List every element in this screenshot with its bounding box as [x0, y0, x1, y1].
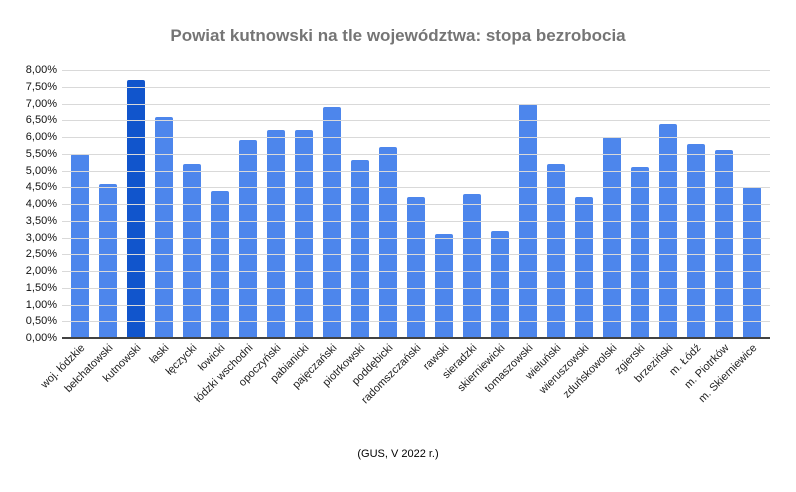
- bar-highlighted: [127, 80, 145, 338]
- bar: [631, 167, 649, 338]
- bar: [687, 143, 705, 338]
- bar: [379, 147, 397, 338]
- y-axis-tick-label: 0,50%: [25, 315, 57, 328]
- gridline: [62, 86, 770, 88]
- bar: [547, 163, 565, 338]
- gridline: [62, 103, 770, 105]
- y-axis-tick-label: 8,00%: [25, 64, 57, 76]
- gridline: [62, 70, 770, 71]
- gridline: [62, 170, 770, 172]
- gridline: [62, 287, 770, 289]
- gridline: [62, 254, 770, 256]
- bar: [295, 130, 313, 338]
- y-axis-tick-label: 2,50%: [25, 248, 57, 261]
- bar: [743, 187, 761, 338]
- bar-slot: [458, 70, 486, 338]
- y-axis-tick-label: 7,50%: [25, 80, 57, 93]
- gridline: [62, 204, 770, 205]
- bar-slot: [682, 70, 710, 338]
- gridline: [62, 304, 770, 306]
- y-axis-tick-label: 1,50%: [25, 281, 57, 294]
- gridline: [62, 137, 770, 138]
- bar-slot: [654, 70, 682, 338]
- y-axis-tick-label: 4,00%: [25, 198, 57, 210]
- bar-slot: [290, 70, 318, 338]
- bar: [575, 197, 593, 338]
- bar: [71, 153, 89, 338]
- gridline: [62, 120, 770, 122]
- bar: [463, 193, 481, 338]
- bar-slot: [402, 70, 430, 338]
- chart-title: Powiat kutnowski na tle województwa: sto…: [170, 26, 626, 45]
- bar-slot: [150, 70, 178, 338]
- y-axis-tick-label: 3,00%: [25, 231, 57, 244]
- bar: [183, 163, 201, 338]
- gridline: [62, 187, 770, 189]
- bar-slot: [206, 70, 234, 338]
- y-axis-tick-label: 2,00%: [25, 265, 57, 277]
- x-axis-line: [62, 337, 770, 339]
- bar-slot: [710, 70, 738, 338]
- bar-slot: [430, 70, 458, 338]
- bar: [715, 150, 733, 338]
- bar-slot: [122, 70, 150, 338]
- gridline: [62, 237, 770, 239]
- gridline: [62, 321, 770, 323]
- bar-slot: [738, 70, 766, 338]
- y-axis-tick-label: 5,50%: [25, 147, 57, 160]
- gridline: [62, 271, 770, 272]
- bar: [435, 234, 453, 338]
- y-axis-tick-label: 1,00%: [25, 298, 57, 311]
- bar: [211, 190, 229, 338]
- y-axis-tick-label: 0,00%: [25, 332, 57, 344]
- bar-slot: [626, 70, 654, 338]
- plot-area: [62, 70, 770, 339]
- bar-slot: [570, 70, 598, 338]
- bar-slot: [94, 70, 122, 338]
- bar-slot: [374, 70, 402, 338]
- y-axis-tick-label: 3,50%: [25, 214, 57, 227]
- bar-slot: [178, 70, 206, 338]
- bar: [155, 116, 173, 338]
- bar: [407, 197, 425, 338]
- y-axis-tick-label: 6,00%: [25, 131, 57, 143]
- bar-slot: [486, 70, 514, 338]
- bar: [659, 123, 677, 338]
- x-axis-category-label: woj. łódzkie: [38, 342, 87, 391]
- y-axis-tick-label: 5,00%: [25, 164, 57, 177]
- bar: [323, 106, 341, 338]
- bar-slot: [542, 70, 570, 338]
- gridline: [62, 153, 770, 155]
- source-note: (GUS, V 2022 r.): [357, 448, 439, 460]
- y-axis-tick-label: 7,00%: [25, 97, 57, 110]
- bar-slot: [66, 70, 94, 338]
- bar-slot: [262, 70, 290, 338]
- bar: [267, 130, 285, 338]
- bar-slot: [318, 70, 346, 338]
- y-axis-tick-label: 4,50%: [25, 181, 57, 194]
- bar: [491, 230, 509, 338]
- bar: [99, 183, 117, 338]
- y-axis-tick-label: 6,50%: [25, 114, 57, 127]
- gridline: [62, 220, 770, 222]
